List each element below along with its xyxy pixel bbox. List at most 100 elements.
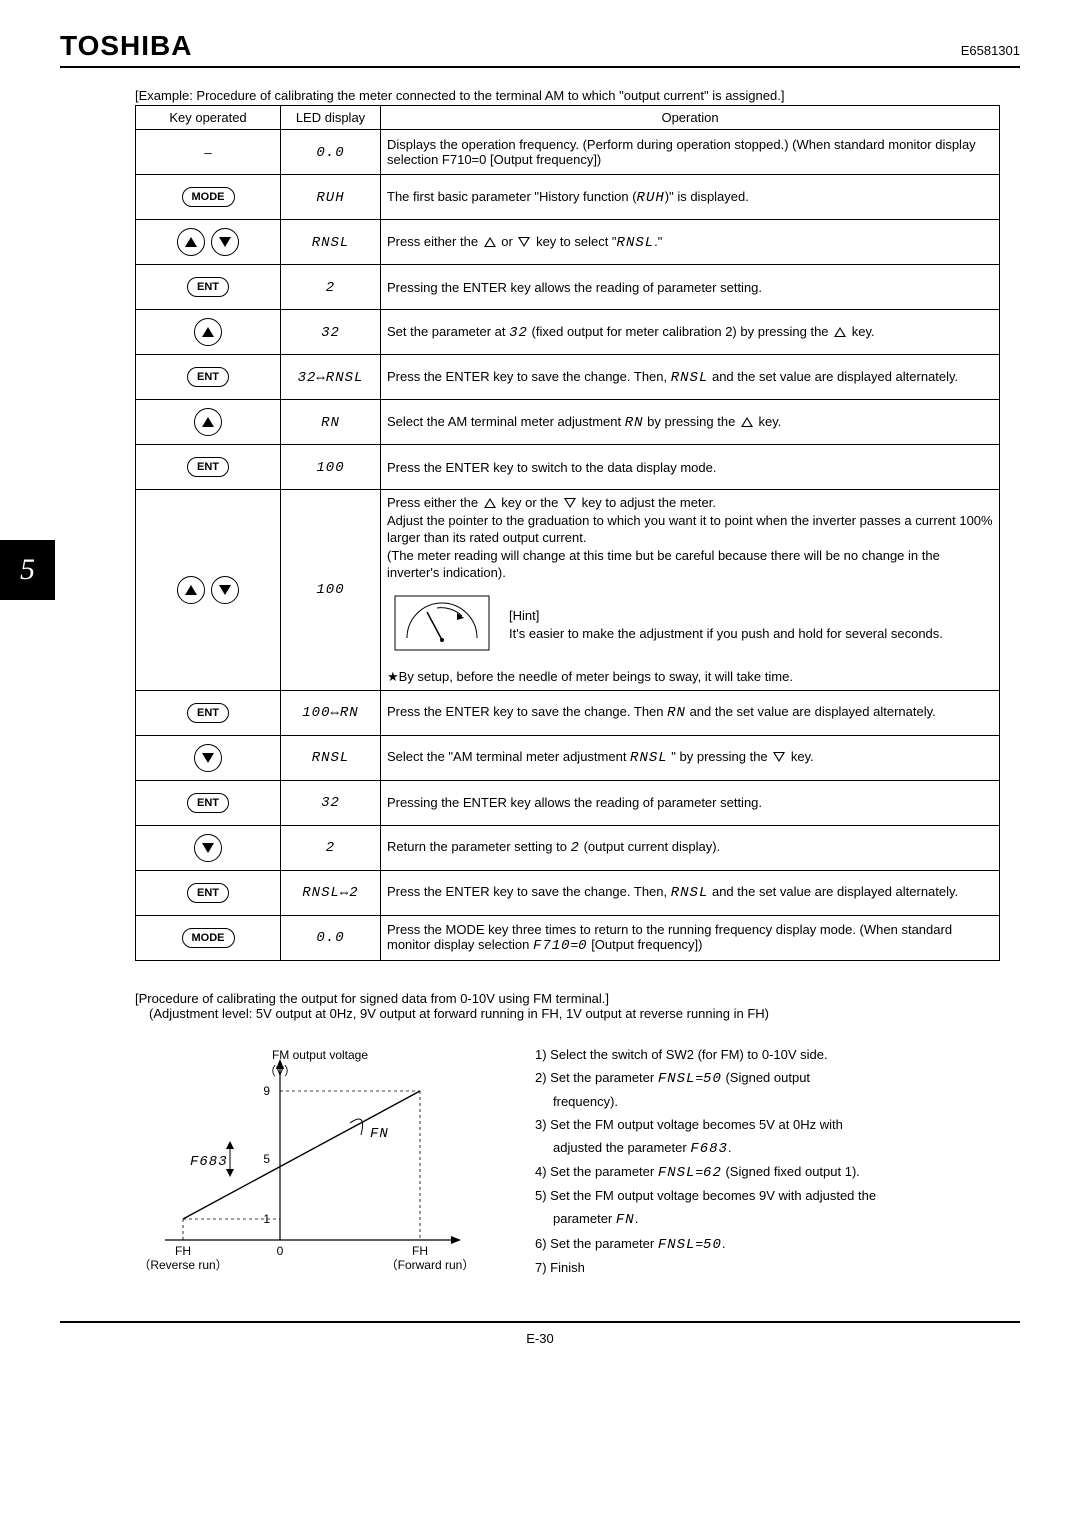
x-zero: 0 [277,1244,284,1258]
operation-cell: Press either the key or the key to adjus… [381,490,1000,691]
table-row: 2 Return the parameter setting to 2 (outp… [136,825,1000,870]
operation-cell: Pressing the ENTER key allows the readin… [381,780,1000,825]
ent-button-icon: ENT [187,793,229,813]
fn-label: FN [370,1126,389,1142]
led-value: RNSL⇔2 [302,885,358,901]
operation-cell: Press either the or key to select "RNSL.… [381,220,1000,265]
f683-label: F683 [190,1154,228,1170]
page-number: E-30 [60,1331,1020,1346]
page-header: TOSHIBA E6581301 [60,30,1020,68]
table-row: 100 Press either the key or the key to ad… [136,490,1000,691]
key-cell: ENT [142,359,274,395]
operation-cell: Press the ENTER key to save the change. … [381,355,1000,400]
ent-button-icon: ENT [187,883,229,903]
operation-cell: Pressing the ENTER key allows the readin… [381,265,1000,310]
key-cell [142,224,274,260]
key-cell [142,314,274,350]
led-value: 32 [321,325,340,341]
operation-cell: Displays the operation frequency. (Perfo… [381,130,1000,175]
mode-button-icon: MODE [182,187,235,207]
mode-button-icon: MODE [182,928,235,948]
table-row: ENT 2 Pressing the ENTER key allows the re… [136,265,1000,310]
table-row: ENT 32⇔RNSL Press the ENTER key to save th… [136,355,1000,400]
ent-button-icon: ENT [187,367,229,387]
x-left-sub: （Reverse run） [138,1258,227,1272]
key-cell: ENT [142,785,274,821]
up-button-icon [194,408,222,436]
led-value: 32 [321,795,340,811]
down-button-icon [211,576,239,604]
table-row: 32Set the parameter at 32 (fixed output … [136,310,1000,355]
table-row: RNSL Press either the or key to select "R… [136,220,1000,265]
led-value: 0.0 [316,930,344,946]
operation-cell: Select the AM terminal meter adjustment … [381,400,1000,445]
led-value: 0.0 [316,145,344,161]
operation-cell: Return the parameter setting to 2 (outpu… [381,825,1000,870]
chapter-tab: 5 [0,540,55,600]
up-button-icon [177,576,205,604]
operation-cell: Press the MODE key three times to return… [381,915,1000,960]
led-value: 32⇔RNSL [298,370,364,386]
table-row: MODE RUH The first basic parameter "Histor… [136,175,1000,220]
mid-section: [Procedure of calibrating the output for… [135,991,1000,1021]
th-key: Key operated [136,106,281,130]
step-4: 4) Set the parameter FNSL=62 (Signed fix… [535,1162,1000,1184]
key-cell: MODE [142,920,274,956]
steps-list: 1) Select the switch of SW2 (for FM) to … [535,1045,1000,1281]
key-cell: ENT [142,875,274,911]
procedure-sub: (Adjustment level: 5V output at 0Hz, 9V … [149,1006,1000,1021]
graph-title: FM output voltage [272,1048,368,1062]
table-row: ENT100Press the ENTER key to switch to t… [136,445,1000,490]
step-5b: parameter FN. [553,1209,1000,1231]
down-button-icon [194,744,222,772]
operation-cell: The first basic parameter "History funct… [381,175,1000,220]
step-3: 3) Set the FM output voltage becomes 5V … [535,1115,1000,1136]
step-5: 5) Set the FM output voltage becomes 9V … [535,1186,1000,1207]
key-cell: ENT [142,695,274,731]
table-row: RNSelect the AM terminal meter adjustmen… [136,400,1000,445]
key-cell: ENT [142,269,274,305]
step-1: 1) Select the switch of SW2 (for FM) to … [535,1045,1000,1066]
step-6: 6) Set the parameter FNSL=50. [535,1234,1000,1256]
down-button-icon [211,228,239,256]
key-cell: ENT [142,449,274,485]
led-value: 100 [316,582,344,598]
step-7: 7) Finish [535,1258,1000,1279]
operation-cell: Press the ENTER key to switch to the dat… [381,445,1000,490]
step-3b: adjusted the parameter F683. [553,1138,1000,1160]
key-cell: – [142,134,274,170]
led-value: RUH [316,190,344,206]
table-row: ENT 32 Pressing the ENTER key allows the r… [136,780,1000,825]
brand-logo: TOSHIBA [60,30,193,62]
key-cell [142,740,274,776]
table-caption: [Example: Procedure of calibrating the m… [135,88,1000,103]
bottom-layout: FM output voltage （V） 9 5 1 [135,1045,1000,1281]
x-right-sub: （Forward run） [386,1258,475,1272]
led-value: 100⇔RN [302,705,358,721]
key-cell [142,572,274,608]
table-row: ENT100⇔RNPress the ENTER key to save the… [136,690,1000,735]
led-value: 2 [326,280,335,296]
procedure-title: [Procedure of calibrating the output for… [135,991,1000,1006]
led-value: RNSL [312,750,350,766]
step-2b: frequency). [553,1092,1000,1113]
ent-button-icon: ENT [187,703,229,723]
operation-cell: Select the "AM terminal meter adjustment… [381,735,1000,780]
procedure-table: Key operated LED display Operation –0.0D… [135,105,1000,961]
led-value: 2 [326,840,335,856]
led-value: RNSL [312,235,350,251]
up-button-icon [194,318,222,346]
table-row: ENT RNSL⇔2 Press the ENTER key to save the… [136,870,1000,915]
key-cell: MODE [142,179,274,215]
doc-code: E6581301 [961,43,1020,58]
fm-voltage-graph: FM output voltage （V） 9 5 1 [135,1045,505,1281]
x-left: FH [175,1244,191,1258]
th-op: Operation [381,106,1000,130]
key-cell [142,830,274,866]
page: TOSHIBA E6581301 5 [Example: Procedure o… [0,0,1080,1386]
footer-rule [60,1321,1020,1323]
table-row: RNSL Select the "AM terminal meter adjust… [136,735,1000,780]
down-button-icon [194,834,222,862]
operation-cell: Press the ENTER key to save the change. … [381,870,1000,915]
ent-button-icon: ENT [187,457,229,477]
